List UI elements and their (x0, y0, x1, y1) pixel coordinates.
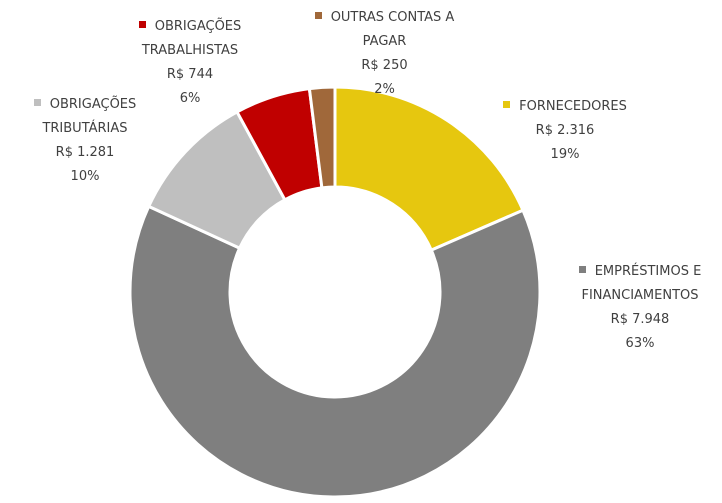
data-label: OBRIGAÇÕES TRIBUTÁRIAS R$ 1.281 10% (20, 93, 150, 189)
percent-label: 19% (550, 147, 580, 162)
data-label: FORNECEDORES R$ 2.316 19% (495, 95, 635, 167)
percent-label: 2% (374, 82, 395, 97)
category-label: OBRIGAÇÕES TRABALHISTAS (125, 15, 255, 63)
value-label: R$ 744 (166, 67, 214, 82)
value-label: R$ 7.948 (610, 312, 670, 327)
value-label: R$ 1.281 (55, 145, 115, 160)
legend-marker (578, 266, 586, 273)
percent-label: 63% (625, 336, 655, 351)
data-label: OBRIGAÇÕES TRABALHISTAS R$ 744 6% (125, 15, 255, 111)
category-name: EMPRÉSTIMOS E FINANCIAMENTOS (581, 264, 702, 303)
value-label: R$ 2.316 (535, 123, 595, 138)
legend-marker (314, 12, 322, 19)
data-label: EMPRÉSTIMOS E FINANCIAMENTOS R$ 7.948 63% (565, 260, 715, 356)
category-label: FORNECEDORES (495, 95, 635, 119)
donut-slice (128, 204, 542, 499)
category-label: EMPRÉSTIMOS E FINANCIAMENTOS (565, 260, 715, 308)
percent-label: 6% (179, 91, 201, 106)
donut-slice (333, 85, 525, 253)
category-name: OUTRAS CONTAS A PAGAR (330, 10, 455, 49)
category-name: OBRIGAÇÕES TRABALHISTAS (141, 19, 242, 58)
donut-slice (307, 85, 337, 190)
data-label: OUTRAS CONTAS A PAGAR R$ 250 2% (297, 6, 472, 102)
value-label: R$ 250 (361, 58, 408, 73)
category-name: FORNECEDORES (519, 99, 627, 114)
category-label: OBRIGAÇÕES TRIBUTÁRIAS (20, 93, 150, 141)
legend-marker (33, 99, 41, 106)
legend-marker (138, 21, 146, 28)
percent-label: 10% (70, 169, 100, 184)
category-label: OUTRAS CONTAS A PAGAR (297, 6, 472, 54)
legend-marker (503, 101, 511, 108)
category-name: OBRIGAÇÕES TRIBUTÁRIAS (42, 97, 137, 136)
